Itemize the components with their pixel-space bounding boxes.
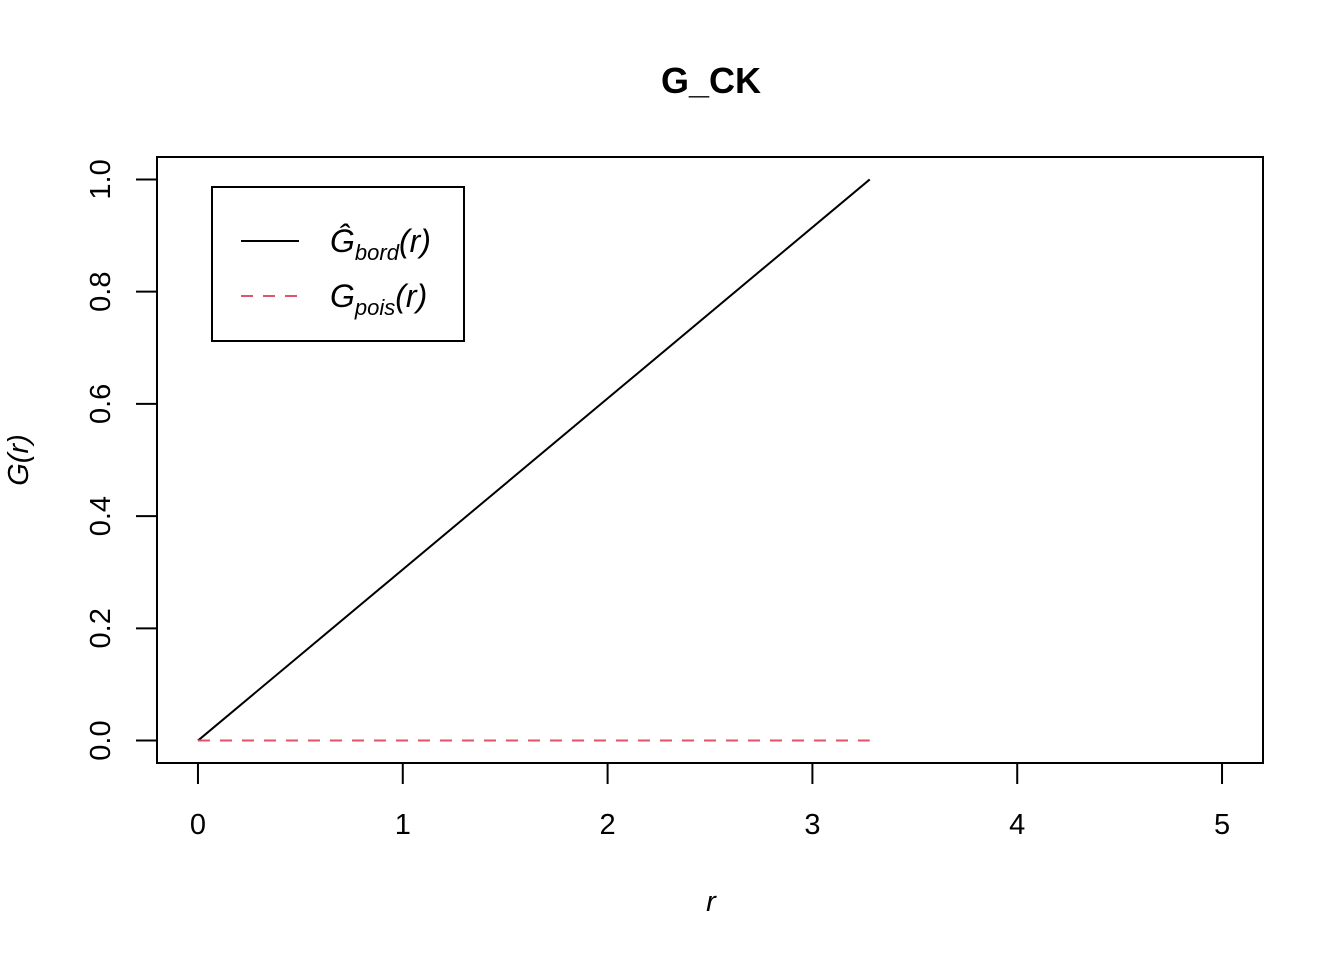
chart-title: G_CK (661, 60, 761, 101)
x-axis: 0 1 2 3 4 5 (190, 762, 1230, 841)
series-layer (197, 178, 871, 742)
x-tick-label: 3 (804, 809, 820, 841)
y-tick-label: 0.6 (85, 384, 117, 424)
y-tick-label: 0.8 (85, 272, 117, 312)
series-line (197, 178, 871, 742)
y-axis: 0.0 0.2 0.4 0.6 0.8 1.0 (85, 159, 158, 761)
x-tick-label: 4 (1009, 809, 1025, 841)
legend: Ĝbord(r) Gpois(r) (211, 186, 465, 342)
legend-label: Gpois(r) (330, 278, 427, 320)
legend-box (211, 186, 465, 342)
y-tick-label: 0.0 (85, 720, 117, 760)
x-axis-label: r (706, 886, 717, 918)
y-tick-label: 0.2 (85, 608, 117, 648)
x-tick-label: 5 (1214, 809, 1230, 841)
y-axis-label: G(r) (3, 434, 35, 486)
legend-label: Ĝbord(r) (330, 223, 431, 265)
y-tick-label: 0.4 (85, 496, 117, 536)
x-tick-label: 1 (395, 809, 411, 841)
x-tick-label: 2 (600, 809, 616, 841)
y-tick-label: 1.0 (85, 159, 117, 199)
x-tick-label: 0 (190, 809, 206, 841)
